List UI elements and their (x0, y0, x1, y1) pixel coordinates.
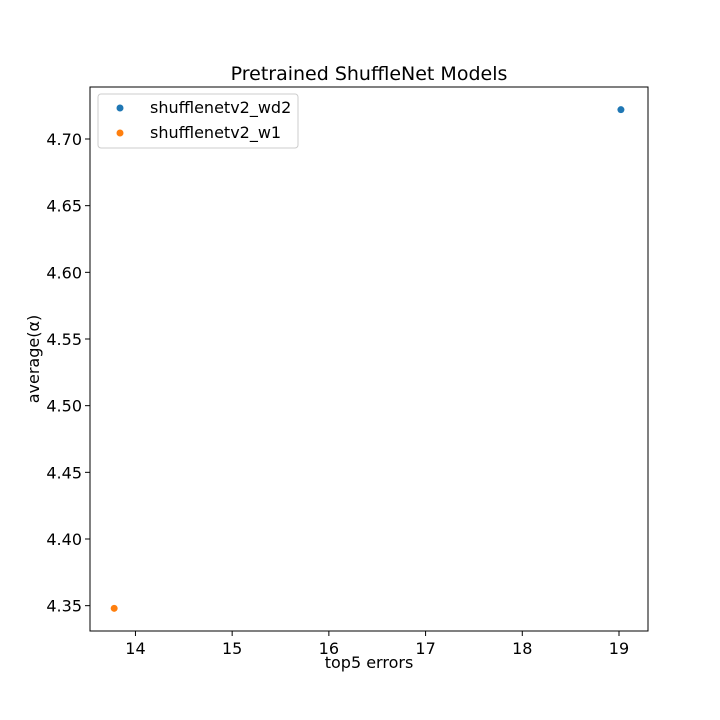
x-tick-label: 19 (609, 639, 629, 658)
chart-title: Pretrained ShuffleNet Models (231, 63, 508, 85)
scatter-point-shufflenetv2-w1 (110, 604, 118, 612)
x-tick-label: 17 (415, 639, 435, 658)
y-axis-label: average(α) (24, 315, 43, 404)
x-axis-label: top5 errors (325, 653, 414, 672)
x-tick-label: 14 (125, 639, 145, 658)
y-tick-label: 4.65 (46, 197, 82, 216)
y-tick-label: 4.45 (46, 463, 82, 482)
y-tick-label: 4.40 (46, 530, 82, 549)
y-tick-label: 4.50 (46, 397, 82, 416)
data-points (110, 106, 625, 612)
y-tick-label: 4.70 (46, 130, 82, 149)
x-tick-label: 16 (319, 639, 339, 658)
legend-marker-shufflenetv2-wd2 (116, 104, 124, 112)
y-tick-label: 4.55 (46, 330, 82, 349)
plot-area-frame (89, 86, 649, 632)
x-tick-label: 15 (222, 639, 242, 658)
axis-ticks: 14 15 16 17 18 19 4.35 4.40 4.45 4.50 4.55 4.60 4.65… (46, 130, 629, 658)
x-tick-label: 18 (512, 639, 532, 658)
y-tick-label: 4.60 (46, 263, 82, 282)
legend-marker-shufflenetv2-w1 (116, 129, 124, 137)
legend-label-shufflenetv2-w1: shufflenetv2_w1 (150, 123, 281, 143)
y-tick-label: 4.35 (46, 597, 82, 616)
scatter-point-shufflenetv2-wd2 (617, 106, 625, 114)
legend-box (97, 93, 299, 149)
legend: shufflenetv2_wd2 shufflenetv2_w1 (97, 93, 299, 149)
legend-label-shufflenetv2-wd2: shufflenetv2_wd2 (150, 98, 291, 118)
